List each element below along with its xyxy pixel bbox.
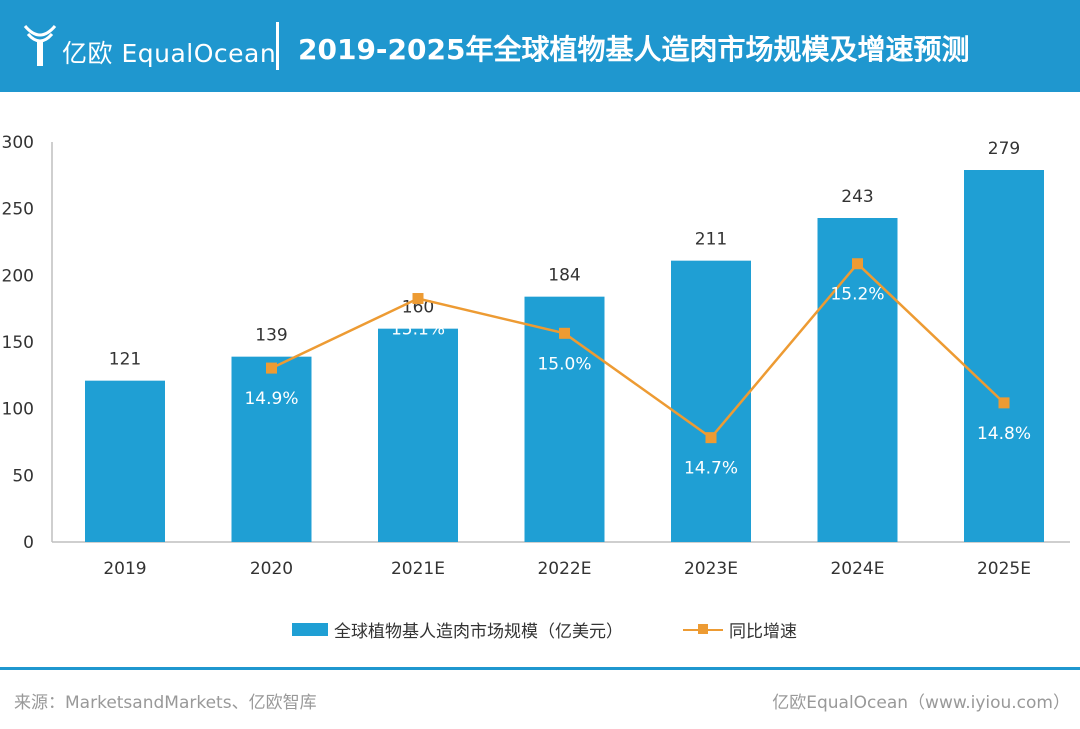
combo-chart: 050100150200250300121201913920201602021E… [2, 133, 1070, 579]
growth-value-label: 14.8% [977, 424, 1031, 444]
bar-2019 [85, 380, 165, 542]
x-tick-label: 2022E [537, 559, 591, 579]
brand-logo-text: 亿欧 EqualOcean [62, 39, 277, 68]
growth-value-label: 15.0% [537, 354, 591, 374]
bar-value-label: 243 [841, 187, 873, 207]
x-tick-label: 2023E [684, 559, 738, 579]
y-tick-label: 100 [2, 400, 34, 420]
x-tick-label: 2020 [250, 559, 293, 579]
legend-line-label: 同比增速 [729, 621, 797, 642]
x-tick-label: 2019 [103, 559, 146, 579]
bar-2025E [964, 170, 1044, 542]
growth-marker [852, 258, 863, 270]
equalocean-logo-icon [23, 25, 57, 66]
growth-value-label: 15.2% [830, 285, 884, 305]
y-tick-label: 300 [2, 133, 34, 153]
bar-value-label: 211 [695, 230, 727, 250]
growth-marker [266, 362, 277, 374]
x-tick-label: 2025E [977, 559, 1031, 579]
chart-legend: 全球植物基人造肉市场规模（亿美元） 同比增速 [0, 617, 1080, 642]
y-tick-label: 0 [23, 533, 34, 553]
growth-value-label: 15.1% [391, 320, 445, 340]
growth-marker [998, 397, 1010, 409]
legend-line-swatch [683, 623, 723, 636]
legend-item-line: 同比增速 [683, 617, 797, 642]
growth-line [270, 261, 1005, 440]
x-tick-label: 2024E [830, 559, 884, 579]
legend-bar-swatch [292, 622, 328, 636]
footer-divider [0, 667, 1080, 670]
chart-title: 2019-2025年全球植物基人造肉市场规模及增速预测 [298, 33, 970, 66]
y-tick-label: 50 [12, 466, 34, 486]
site-credit: 亿欧EqualOcean（www.iyiou.com） [772, 693, 1070, 713]
y-tick-label: 150 [2, 333, 34, 353]
bar-value-label: 184 [548, 266, 580, 286]
bar-value-label: 139 [255, 326, 287, 346]
growth-marker [705, 432, 717, 444]
legend-item-bar: 全球植物基人造肉市场规模（亿美元） [292, 617, 623, 642]
bar-2020 [231, 356, 312, 542]
bar-2023E [671, 260, 751, 542]
header-banner: 亿欧 EqualOcean 2019-2025年全球植物基人造肉市场规模及增速预… [0, 0, 1080, 92]
bar-2021E [378, 328, 458, 542]
bar-2024E [817, 218, 898, 542]
y-tick-label: 200 [2, 266, 34, 286]
legend-bar-label: 全球植物基人造肉市场规模（亿美元） [334, 621, 623, 642]
growth-value-label: 14.7% [684, 459, 738, 479]
growth-marker [559, 327, 570, 339]
growth-value-label: 14.9% [244, 389, 298, 409]
y-tick-label: 250 [2, 200, 34, 220]
bar-value-label: 279 [988, 139, 1020, 159]
bar-value-label: 121 [109, 350, 141, 370]
growth-marker [412, 293, 424, 305]
source-note: 来源：MarketsandMarkets、亿欧智库 [14, 693, 317, 713]
x-tick-label: 2021E [391, 559, 445, 579]
header-divider [276, 22, 279, 70]
